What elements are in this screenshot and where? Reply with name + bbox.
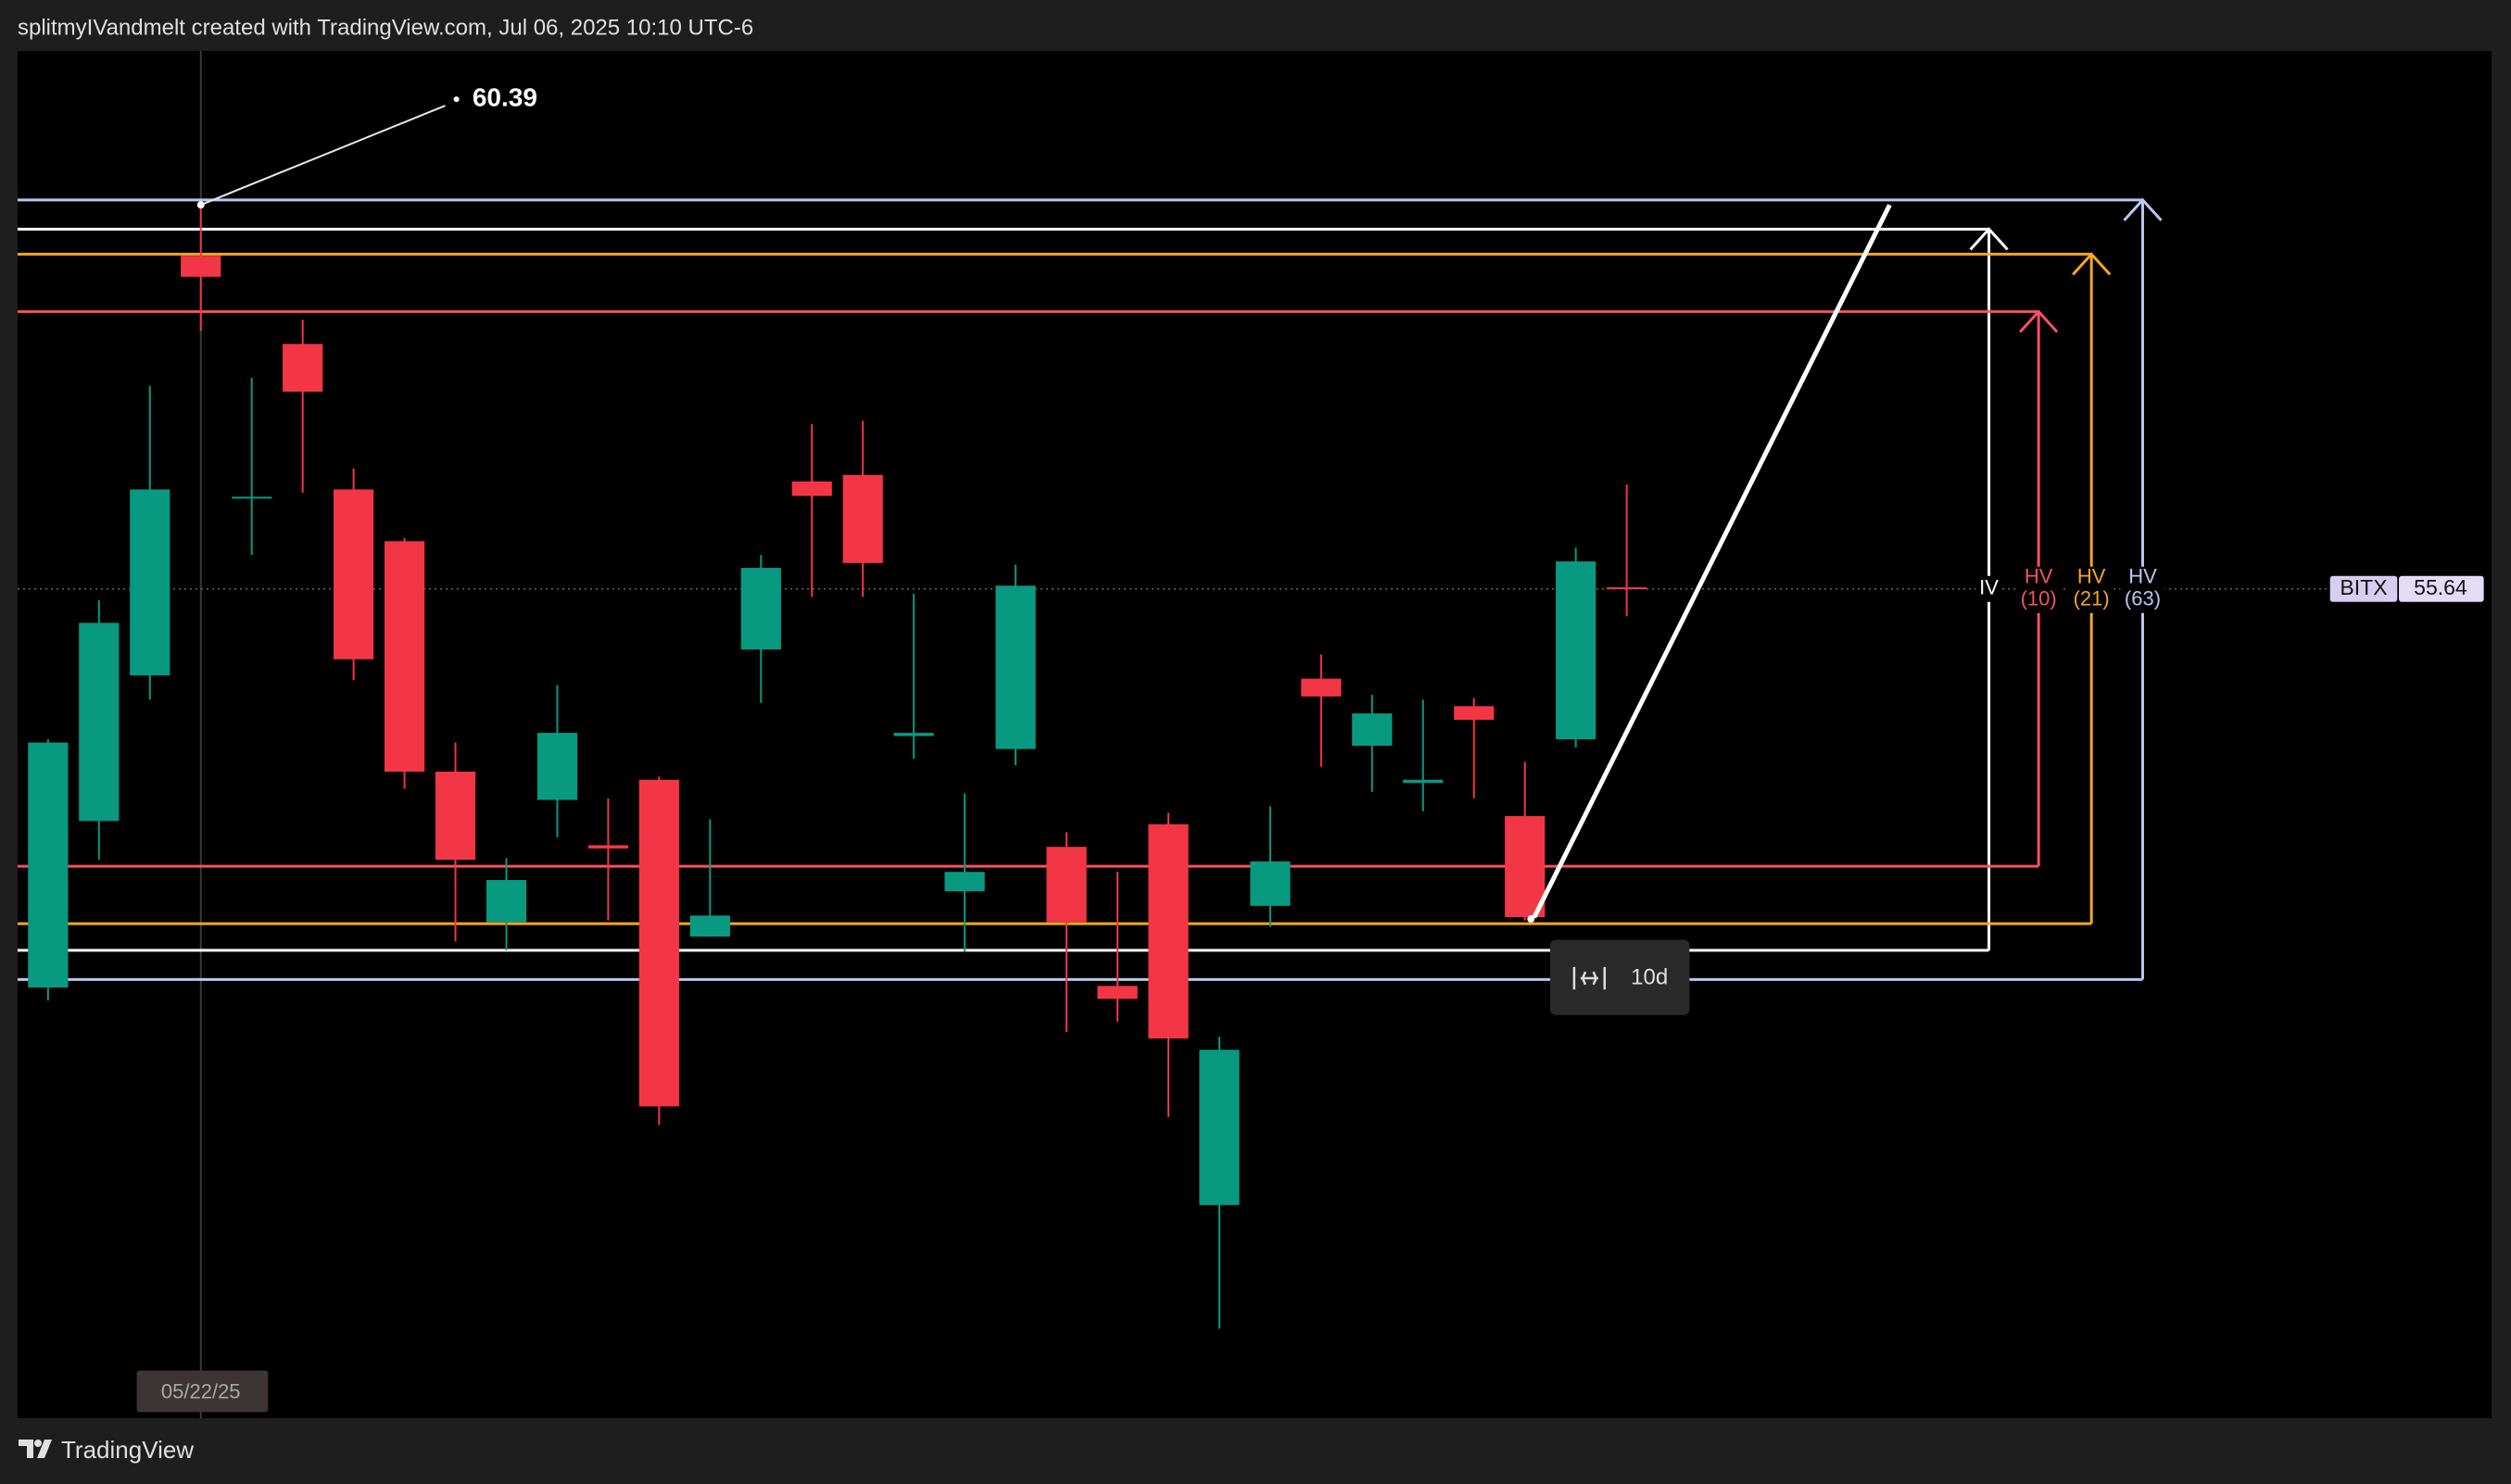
plot-area [18,51,2492,1418]
candle-body [1097,986,1138,1000]
band-label: HV [2077,565,2106,588]
candle-body [740,568,781,650]
date-label-box [136,1370,269,1413]
candle-body [181,256,221,277]
band-label-bg [2016,566,2062,613]
annotation-dot [196,201,205,209]
candle-body [1403,779,1444,784]
candle-body [435,772,476,861]
band-label: IV [1979,576,1999,599]
candle-body [1250,861,1291,906]
annotation-label: 60.39 [473,83,537,112]
band-period: (10) [2021,587,2057,610]
band-period: (63) [2125,587,2161,610]
band-label: HV [2025,565,2053,588]
candle-body [995,585,1036,749]
band-label-bg [2069,566,2114,613]
candle-body [638,779,679,1107]
candle-body [536,733,578,800]
candle-body [283,344,323,392]
band-arrow [1969,227,2009,251]
band-label-bg [1975,575,2002,602]
candle-body [689,915,730,937]
candle-body [1352,713,1393,747]
candle-body [486,879,527,923]
candle-body [384,541,425,773]
band-arrow [2019,309,2059,333]
trend-line [1532,204,1892,919]
candle-body [1046,847,1087,923]
candle-body [1199,1050,1240,1205]
measure-icon [1572,966,1607,990]
candle-body [79,623,120,822]
symbol-label: BITX [2340,575,2387,599]
candle-body [1454,706,1495,721]
candle-body [232,497,272,499]
candle-body [130,489,170,676]
band-label-bg [2120,566,2165,613]
trend-handle [1527,915,1535,924]
candle-body [1607,587,1647,590]
band-label: HV [2128,565,2157,588]
x-tick-label: 05/22/25 [161,1379,241,1402]
candle-body [1556,561,1596,740]
measure-tooltip [1550,939,1690,1015]
footer-brand: TradingView [61,1436,194,1464]
band-arrow [2072,252,2112,276]
candle-body [1148,824,1189,1039]
candle-body [1301,678,1342,697]
band-arrow [2123,197,2163,221]
candle-body [842,474,883,563]
candle-body [28,742,69,988]
price-label: 55.64 [2414,575,2467,599]
band-period: (21) [2074,587,2110,610]
candle-body [587,845,629,849]
header-text: splitmyIVandmelt created with TradingVie… [18,15,753,40]
annotation-dot [453,96,460,103]
candle-body [893,733,934,736]
price-box [2399,575,2484,602]
annotation-line [200,105,446,207]
candle-body [334,489,374,660]
candle-body [791,481,832,497]
measure-label: 10d [1631,964,1668,989]
tv-logo [19,1440,52,1458]
candle-body [1505,816,1546,918]
symbol-box [2329,575,2398,602]
candle-body [944,872,985,892]
